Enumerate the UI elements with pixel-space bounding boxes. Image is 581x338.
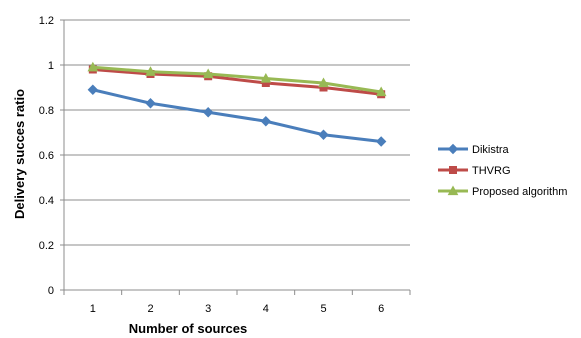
x-tick-label: 3 bbox=[205, 303, 211, 315]
legend-marker bbox=[447, 185, 459, 196]
data-point bbox=[145, 66, 156, 76]
data-point bbox=[87, 61, 99, 72]
data-point bbox=[202, 68, 214, 79]
series-line bbox=[92, 88, 382, 143]
series-dikistra bbox=[87, 84, 387, 147]
y-axis-title: Delivery succes ratio bbox=[12, 89, 27, 219]
y-tick-label: 1 bbox=[48, 60, 54, 72]
data-point bbox=[375, 86, 387, 97]
x-tick-label: 4 bbox=[263, 303, 269, 315]
data-point bbox=[318, 129, 329, 140]
y-tick-label: 1.2 bbox=[39, 15, 54, 27]
legend-label: THVRG bbox=[472, 165, 511, 177]
x-axis-title: Number of sources bbox=[129, 321, 247, 336]
x-tick-label: 6 bbox=[378, 303, 384, 315]
series-line bbox=[92, 65, 382, 94]
data-point bbox=[375, 136, 387, 147]
series-proposed-algorithm bbox=[87, 61, 387, 97]
x-tick-label: 5 bbox=[320, 303, 326, 315]
x-tick-label: 1 bbox=[90, 303, 96, 315]
legend-marker bbox=[449, 166, 457, 174]
data-point bbox=[318, 77, 329, 88]
data-point bbox=[202, 107, 214, 118]
y-tick-labels: 0 0.2 0.4 0.6 0.8 1 1.2 bbox=[39, 15, 54, 297]
y-tick-label: 0 bbox=[48, 285, 54, 297]
legend: Dikistra THVRG Proposed algorithm bbox=[438, 143, 567, 198]
legend-item: THVRG bbox=[438, 165, 511, 177]
legend-item: Proposed algorithm bbox=[438, 185, 567, 198]
legend-label: Dikistra bbox=[472, 144, 510, 156]
axes bbox=[60, 19, 411, 295]
x-tick-labels: 1 2 3 4 5 6 bbox=[90, 303, 384, 315]
data-point bbox=[260, 72, 272, 83]
series-group bbox=[87, 61, 387, 147]
legend-label: Proposed algorithm bbox=[472, 186, 567, 198]
data-point bbox=[145, 98, 156, 109]
y-tick-label: 0.6 bbox=[39, 150, 54, 162]
y-tick-label: 0.4 bbox=[39, 195, 54, 207]
series-line bbox=[92, 68, 382, 96]
x-tick-label: 2 bbox=[147, 303, 153, 315]
gridlines bbox=[64, 19, 410, 246]
legend-marker bbox=[447, 143, 459, 155]
legend-item: Dikistra bbox=[438, 143, 510, 156]
data-point bbox=[87, 84, 99, 95]
y-tick-label: 0.2 bbox=[39, 240, 54, 252]
y-tick-label: 0.8 bbox=[39, 105, 54, 117]
data-point bbox=[260, 116, 272, 127]
